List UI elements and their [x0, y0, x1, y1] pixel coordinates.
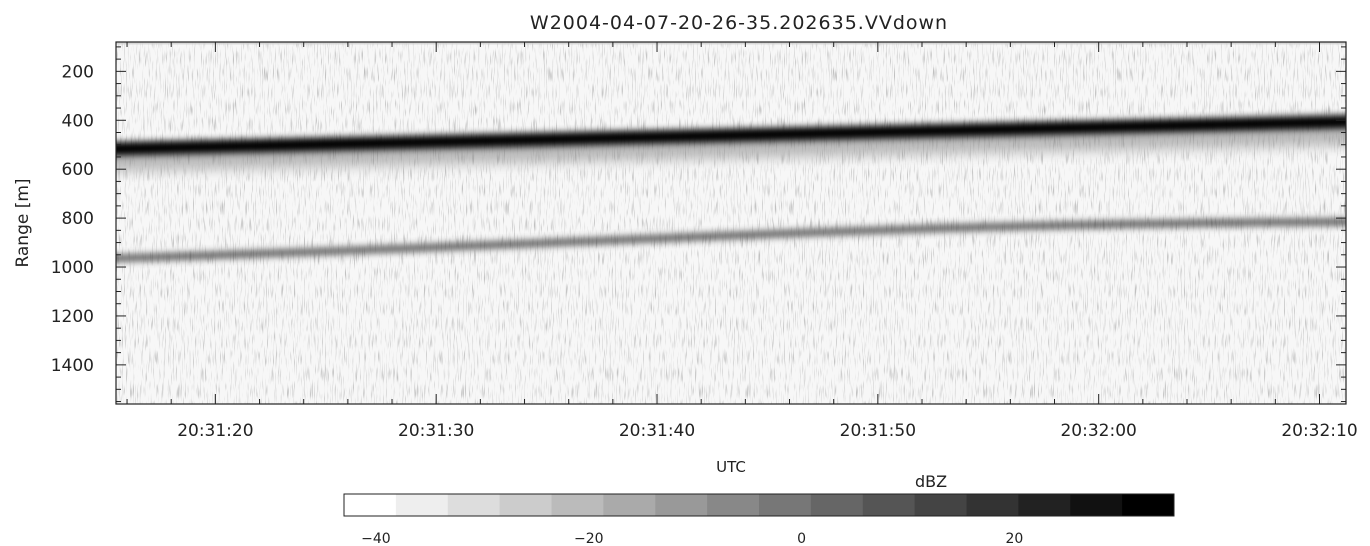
colorbar-step	[344, 494, 397, 516]
y-tick-label: 200	[62, 62, 94, 82]
y-tick-label: 800	[62, 209, 94, 229]
x-axis-label: UTC	[716, 458, 746, 476]
colorbar-step	[707, 494, 760, 516]
colorbar-step	[862, 494, 916, 516]
colorbar-step	[655, 494, 708, 516]
colorbar-step	[966, 494, 1019, 516]
colorbar-step	[603, 494, 656, 516]
colorbar-tick-label: 0	[797, 531, 806, 546]
colorbar-tick-label: −20	[574, 531, 604, 546]
x-axis: 20:31:20 20:31:30 20:31:40 20:31:50 20:32:00…	[126, 42, 1358, 441]
colorbar-step	[914, 494, 967, 516]
strong-return-band	[116, 114, 1346, 156]
colorbar-step	[395, 494, 449, 516]
x-tick-label: 20:31:20	[177, 421, 253, 441]
x-tick-label: 20:31:40	[619, 421, 695, 441]
colorbar-step	[1122, 494, 1175, 516]
y-tick-label: 1000	[51, 258, 94, 278]
weak-return-band	[116, 218, 1346, 262]
colorbar-label: dBZ	[915, 472, 947, 491]
colorbar-tick-label: 20	[1005, 531, 1023, 546]
plot-area	[116, 42, 1346, 404]
x-tick-label: 20:32:10	[1281, 421, 1357, 441]
colorbar-step	[551, 494, 604, 516]
y-tick-label: 1400	[51, 356, 94, 376]
colorbar-frame	[343, 493, 1175, 517]
y-axis-label: Range [m]	[13, 178, 33, 267]
colorbar: −40 −20 0 20	[343, 493, 1175, 546]
y-axis: 200 400 600 800 1000 1200 1400	[51, 46, 1346, 403]
colorbar-step	[1018, 494, 1071, 516]
plot-frame	[115, 41, 1347, 405]
colorbar-step	[499, 494, 552, 516]
y-tick-label: 400	[62, 111, 94, 131]
chart-title: W2004-04-07-20-26-35.202635.VVdown	[530, 12, 948, 34]
colorbar-step	[447, 494, 501, 516]
x-tick-label: 20:32:00	[1060, 421, 1136, 441]
colorbar-step	[1070, 494, 1123, 516]
colorbar-step	[759, 494, 812, 516]
y-tick-label: 600	[62, 160, 94, 180]
x-tick-label: 20:31:30	[398, 421, 474, 441]
x-tick-label: 20:31:50	[840, 421, 916, 441]
colorbar-tick-label: −40	[361, 531, 391, 546]
near-range-clutter	[116, 42, 1346, 45]
y-tick-label: 1200	[51, 307, 94, 327]
colorbar-step	[810, 494, 864, 516]
